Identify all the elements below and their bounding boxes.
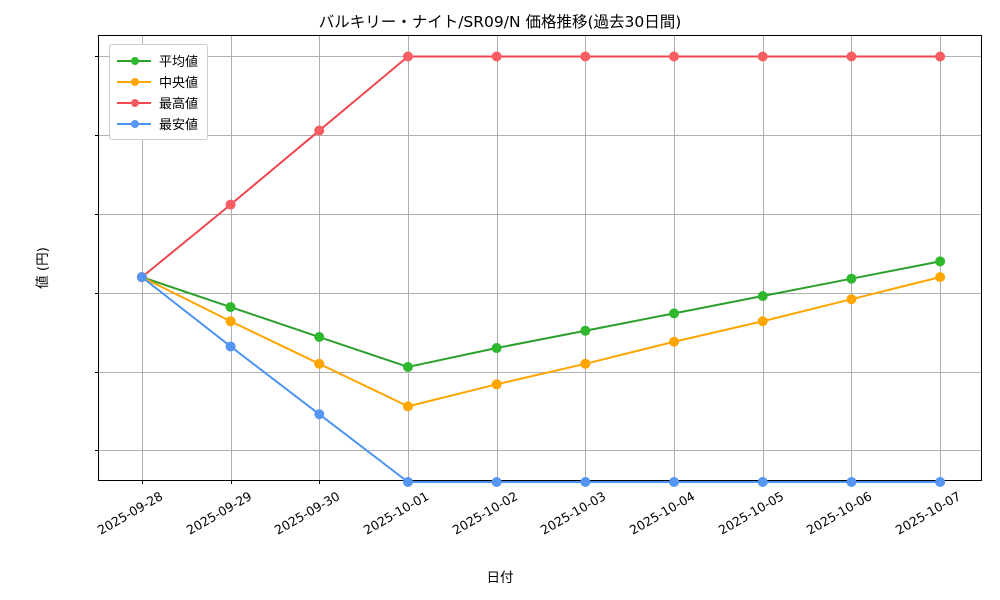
- x-axis-label: 日付: [486, 570, 514, 586]
- data-point-marker: [935, 272, 946, 283]
- legend-label: 中央値: [159, 76, 199, 91]
- legend-marker-dot: [131, 56, 139, 65]
- data-point-marker: [136, 272, 147, 283]
- y-tick-mark: [95, 56, 99, 58]
- y-tick-mark: [95, 371, 99, 373]
- legend-marker-dot: [131, 77, 139, 86]
- data-point-marker: [935, 51, 946, 62]
- data-point-marker: [757, 477, 768, 487]
- plot-area: 平均値中央値最高値最安値: [95, 35, 982, 487]
- gridline-vertical: [585, 36, 587, 480]
- x-tick-label: 2025-10-03: [538, 488, 609, 538]
- x-tick-mark: [141, 480, 143, 484]
- gridline-horizontal: [99, 135, 981, 137]
- x-tick-label: 2025-10-04: [626, 488, 698, 538]
- data-point-marker: [225, 302, 236, 313]
- gridline-vertical: [496, 36, 498, 480]
- data-point-marker: [580, 51, 591, 62]
- data-point-marker: [580, 325, 591, 336]
- x-tick-label: 2025-10-06: [804, 488, 875, 538]
- data-point-marker: [402, 401, 413, 412]
- x-tick-mark: [319, 480, 321, 484]
- x-tick-mark: [230, 480, 232, 484]
- legend-label: 平均値: [159, 55, 199, 70]
- y-tick-mark: [95, 135, 99, 137]
- gridline-vertical: [851, 36, 853, 480]
- data-point-marker: [491, 477, 502, 487]
- legend-swatch-icon: [117, 76, 151, 88]
- series-line: [140, 55, 942, 279]
- data-point-marker: [580, 358, 591, 369]
- data-point-marker: [846, 273, 857, 284]
- chart-title: バルキリー・ナイト/SR09/N 価格推移(過去30日間): [318, 13, 682, 31]
- x-tick-label: 2025-10-02: [449, 488, 520, 538]
- data-point-marker: [491, 343, 502, 354]
- series-line: [140, 276, 942, 408]
- x-tick-label: 2025-10-07: [892, 488, 964, 538]
- data-point-marker: [935, 256, 946, 267]
- legend-item[interactable]: 中央値: [117, 72, 198, 91]
- data-point-marker: [314, 358, 325, 369]
- data-point-marker: [491, 51, 502, 62]
- data-point-marker: [669, 477, 680, 487]
- legend-label: 最安値: [159, 118, 199, 133]
- data-point-marker: [757, 291, 768, 302]
- y-tick-mark: [95, 214, 99, 216]
- series-line: [140, 276, 942, 483]
- legend-swatch-icon: [117, 55, 151, 67]
- gridline-vertical: [674, 36, 676, 480]
- x-tick-label: 2025-09-29: [183, 488, 254, 538]
- legend-swatch-icon: [117, 118, 151, 130]
- gridline-horizontal: [99, 214, 981, 216]
- data-point-marker: [314, 409, 325, 420]
- data-point-marker: [846, 477, 857, 487]
- x-tick-label: 2025-10-01: [360, 488, 432, 538]
- series-line: [140, 260, 942, 368]
- y-tick-mark: [95, 450, 99, 452]
- y-tick-mark: [95, 292, 99, 294]
- data-point-marker: [580, 477, 591, 487]
- legend-item[interactable]: 最安値: [117, 114, 198, 133]
- gridline-horizontal: [99, 450, 981, 452]
- gridline-horizontal: [99, 292, 981, 294]
- data-point-marker: [402, 51, 413, 62]
- gridline-vertical: [141, 36, 143, 480]
- data-point-marker: [757, 51, 768, 62]
- legend-marker-dot: [131, 98, 139, 107]
- legend-marker-dot: [131, 119, 139, 128]
- data-point-marker: [669, 336, 680, 347]
- data-point-marker: [669, 51, 680, 62]
- data-point-marker: [846, 51, 857, 62]
- data-point-marker: [225, 316, 236, 327]
- data-point-marker: [402, 477, 413, 487]
- legend-item[interactable]: 平均値: [117, 51, 198, 70]
- data-point-marker: [757, 316, 768, 327]
- data-point-marker: [314, 332, 325, 343]
- gridline-vertical: [762, 36, 764, 480]
- x-tick-label: 2025-10-05: [715, 488, 786, 538]
- data-point-marker: [669, 308, 680, 319]
- gridline-vertical: [319, 36, 321, 480]
- data-point-marker: [225, 341, 236, 352]
- data-point-marker: [846, 294, 857, 305]
- data-point-marker: [491, 379, 502, 390]
- legend-label: 最高値: [159, 97, 199, 112]
- gridline-vertical: [230, 36, 232, 480]
- x-tick-label: 2025-09-30: [272, 488, 343, 538]
- data-point-marker: [935, 477, 946, 487]
- chart-legend: 平均値中央値最高値最安値: [109, 44, 209, 140]
- legend-item[interactable]: 最高値: [117, 93, 198, 112]
- series-layer: [136, 51, 946, 487]
- data-point-marker: [314, 125, 325, 136]
- legend-swatch-icon: [117, 97, 151, 109]
- data-point-marker: [225, 199, 236, 210]
- x-tick-label: 2025-09-28: [94, 488, 166, 538]
- gridline-vertical: [407, 36, 409, 480]
- y-axis-label: 値 (円): [34, 247, 51, 289]
- gridline-horizontal: [99, 371, 981, 373]
- data-point-marker: [402, 361, 413, 372]
